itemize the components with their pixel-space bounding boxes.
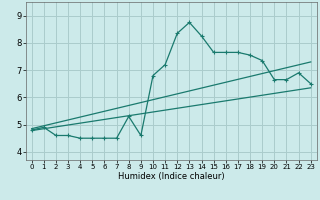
X-axis label: Humidex (Indice chaleur): Humidex (Indice chaleur) bbox=[118, 172, 225, 181]
